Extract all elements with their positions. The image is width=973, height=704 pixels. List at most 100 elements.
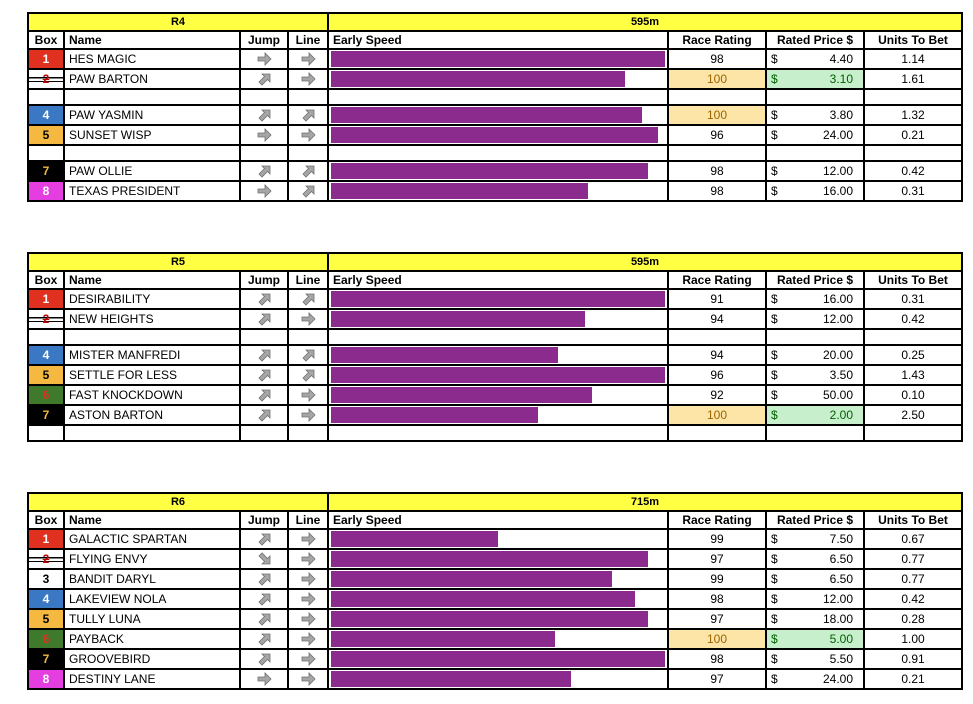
race-rating: 100 — [667, 628, 767, 650]
runner-row: 6 PAYBACK 100 $5.00 1.00 — [27, 628, 964, 650]
race-distance: 715m — [326, 492, 964, 512]
early-speed-bar — [331, 367, 665, 383]
currency-symbol: $ — [771, 292, 778, 306]
runner-row: 2 NEW HEIGHTS 94 $12.00 0.42 — [27, 308, 964, 330]
currency-symbol: $ — [771, 612, 778, 626]
units-to-bet: 0.42 — [862, 308, 964, 330]
runner-name: FLYING ENVY — [63, 548, 241, 570]
early-speed-bar — [331, 127, 659, 143]
column-header-early-speed: Early Speed — [327, 30, 669, 50]
early-speed-bar — [331, 311, 585, 327]
price-value: 4.40 — [829, 52, 853, 66]
up-right-arrow-icon — [239, 288, 289, 310]
empty-cell — [667, 328, 767, 346]
runner-name: DESTINY LANE — [63, 668, 241, 690]
race-rating: 98 — [667, 588, 767, 610]
early-speed-cell — [327, 648, 669, 670]
price-value: 16.00 — [822, 292, 853, 306]
runner-name: NEW HEIGHTS — [63, 308, 241, 330]
runner-row: 6 FAST KNOCKDOWN 92 $50.00 0.10 — [27, 384, 964, 406]
column-header-name: Name — [63, 270, 241, 290]
race-rating: 98 — [667, 48, 767, 70]
runner-row: 5 TULLY LUNA 97 $18.00 0.28 — [27, 608, 964, 630]
units-to-bet: 0.21 — [862, 124, 964, 146]
race-rating: 100 — [667, 404, 767, 426]
runner-name: SETTLE FOR LESS — [63, 364, 241, 386]
units-to-bet: 1.14 — [862, 48, 964, 70]
runner-row: 4 PAW YASMIN 100 $3.80 1.32 — [27, 104, 964, 126]
box-number: 5 — [27, 608, 65, 630]
units-to-bet: 0.21 — [862, 668, 964, 690]
column-header-row: Box Name Jump Line Early Speed Race Rating Rat… — [27, 30, 964, 50]
price-value: 24.00 — [822, 128, 853, 142]
race-name: R6 — [27, 492, 329, 512]
currency-symbol: $ — [771, 52, 778, 66]
early-speed-cell — [327, 608, 669, 630]
box-number: 3 — [27, 568, 65, 590]
runner-name: PAW OLLIE — [63, 160, 241, 182]
column-header-line: Line — [287, 510, 329, 530]
empty-cell — [239, 328, 289, 346]
box-number: 4 — [27, 104, 65, 126]
race-name: R5 — [27, 252, 329, 272]
box-number: 7 — [27, 648, 65, 670]
right-arrow-icon — [287, 608, 329, 630]
empty-cell — [765, 328, 865, 346]
empty-cell — [287, 328, 329, 346]
race-rating: 100 — [667, 68, 767, 90]
empty-cell — [27, 144, 65, 162]
up-right-arrow-icon — [239, 648, 289, 670]
early-speed-cell — [327, 528, 669, 550]
up-right-arrow-icon — [287, 288, 329, 310]
up-right-arrow-icon — [287, 364, 329, 386]
column-header-race-rating: Race Rating — [667, 30, 767, 50]
early-speed-cell — [327, 364, 669, 386]
currency-symbol: $ — [771, 72, 778, 86]
currency-symbol: $ — [771, 572, 778, 586]
empty-cell — [862, 88, 964, 106]
right-arrow-icon — [287, 384, 329, 406]
box-number: 5 — [27, 364, 65, 386]
race-name: R4 — [27, 12, 329, 32]
box-number: 2 — [27, 548, 65, 570]
runner-name: PAW BARTON — [63, 68, 241, 90]
up-right-arrow-icon — [239, 384, 289, 406]
empty-cell — [765, 424, 865, 442]
up-right-arrow-icon — [287, 104, 329, 126]
runner-name: PAW YASMIN — [63, 104, 241, 126]
empty-cell — [63, 88, 241, 106]
price-value: 5.50 — [829, 652, 853, 666]
race-title-row: R6 715m — [27, 492, 964, 512]
empty-cell — [667, 144, 767, 162]
race-rating: 92 — [667, 384, 767, 406]
early-speed-bar — [331, 183, 589, 199]
currency-symbol: $ — [771, 592, 778, 606]
race-rating: 96 — [667, 364, 767, 386]
column-header-race-rating: Race Rating — [667, 270, 767, 290]
empty-cell — [327, 424, 669, 442]
early-speed-bar — [331, 347, 559, 363]
price-value: 12.00 — [822, 312, 853, 326]
column-header-units-to-bet: Units To Bet — [862, 270, 964, 290]
early-speed-cell — [327, 404, 669, 426]
up-right-arrow-icon — [239, 104, 289, 126]
right-arrow-icon — [287, 628, 329, 650]
price-value: 12.00 — [822, 592, 853, 606]
race-rating: 98 — [667, 648, 767, 670]
up-right-arrow-icon — [287, 160, 329, 182]
column-header-early-speed: Early Speed — [327, 270, 669, 290]
units-to-bet: 0.77 — [862, 548, 964, 570]
race-rating: 98 — [667, 160, 767, 182]
early-speed-cell — [327, 160, 669, 182]
rated-price: $3.10 — [765, 68, 865, 90]
runner-name: HES MAGIC — [63, 48, 241, 70]
early-speed-bar — [331, 71, 625, 87]
rated-price: $7.50 — [765, 528, 865, 550]
empty-cell — [239, 424, 289, 442]
empty-cell — [287, 424, 329, 442]
early-speed-cell — [327, 588, 669, 610]
currency-symbol: $ — [771, 184, 778, 198]
units-to-bet: 0.31 — [862, 288, 964, 310]
rated-price: $20.00 — [765, 344, 865, 366]
runner-name: BANDIT DARYL — [63, 568, 241, 590]
